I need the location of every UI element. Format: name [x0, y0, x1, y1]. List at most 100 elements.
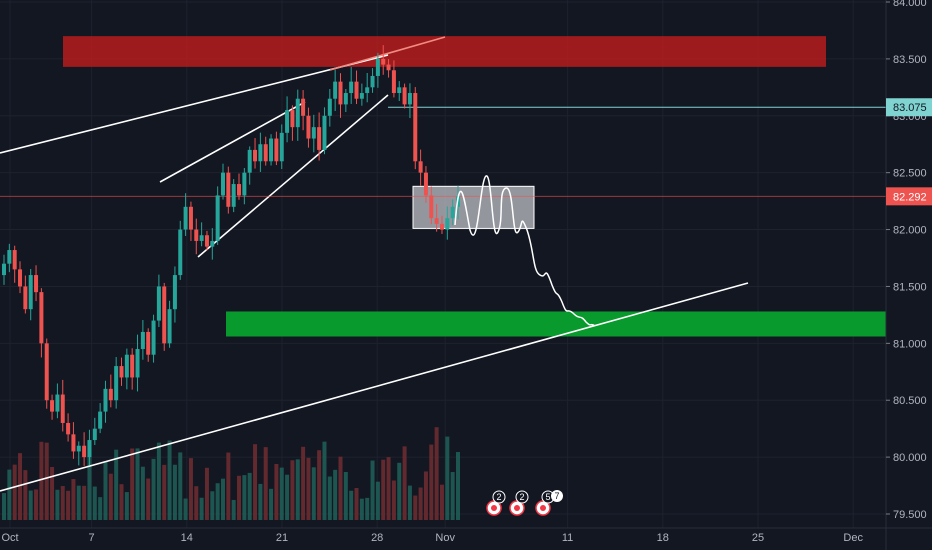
- volume-bar: [274, 463, 279, 520]
- resistance-zone[interactable]: [63, 36, 826, 67]
- event-badge[interactable]: 5: [535, 490, 555, 516]
- candle-body: [306, 115, 311, 139]
- volume-bar: [140, 466, 145, 520]
- volume-bar: [55, 489, 60, 520]
- candle-body: [162, 286, 167, 344]
- volume-bar: [365, 497, 370, 520]
- volume-bar: [456, 452, 460, 520]
- volume-bar: [204, 467, 209, 520]
- event-count-circle: [515, 490, 529, 504]
- volume-bar: [167, 440, 172, 520]
- lower-trend-line[interactable]: [0, 282, 749, 492]
- volume-bar: [311, 467, 316, 520]
- projected-path[interactable]: [454, 175, 596, 327]
- volume-bar: [407, 485, 412, 520]
- volume-bar: [34, 489, 39, 520]
- volume-bar: [290, 460, 295, 520]
- volume-bar: [375, 481, 380, 520]
- candle-body: [23, 286, 28, 310]
- candle-body: [242, 172, 247, 196]
- volume-bar: [253, 444, 258, 520]
- volume-bar: [183, 498, 188, 520]
- volume-bar: [124, 492, 129, 520]
- volume-bar: [418, 487, 423, 520]
- volume-bar: [391, 480, 396, 520]
- candle-body: [295, 98, 300, 128]
- volume-bar: [199, 497, 204, 520]
- price-tick-label: 81.500: [893, 281, 927, 293]
- volume-bar: [50, 466, 55, 520]
- candle-body: [92, 428, 97, 441]
- event-count-circle: [492, 490, 506, 504]
- candle-body: [439, 223, 444, 230]
- price-axis[interactable]: 84.00083.50083.00082.50082.00081.50081.0…: [885, 0, 932, 550]
- candle-body: [290, 110, 295, 128]
- volume-bar: [413, 495, 418, 520]
- volume-bar: [135, 448, 140, 520]
- candle-body: [108, 388, 113, 401]
- candle-body: [247, 149, 252, 173]
- price-markers: 83.075 82.292: [886, 98, 932, 206]
- time-tick-label: 18: [657, 532, 669, 544]
- resistance-trend-line[interactable]: [329, 36, 446, 71]
- candle-body: [418, 161, 423, 173]
- event-count: 2: [519, 492, 524, 502]
- candle-body: [135, 349, 140, 378]
- candle-body: [343, 93, 348, 105]
- volume-bar: [269, 488, 274, 520]
- candle-body: [44, 343, 49, 401]
- volume-bar: [76, 485, 81, 520]
- candle-body: [71, 434, 76, 452]
- time-axis[interactable]: Oct 7 14 21 28 Nov 11 18 25 Dec: [0, 527, 932, 544]
- volume-bar: [402, 446, 407, 520]
- volume-bar: [7, 469, 12, 520]
- candle-body: [60, 394, 65, 423]
- support-zone[interactable]: [226, 311, 886, 337]
- event-icon-dot: [514, 505, 520, 511]
- volume-bar: [44, 442, 49, 520]
- volume-bar: [434, 427, 439, 520]
- time-tick-label: Dec: [843, 532, 863, 544]
- candle-body: [183, 206, 188, 230]
- candle-body: [402, 87, 407, 105]
- event-icon-dot: [540, 505, 546, 511]
- event-count: 7: [554, 491, 559, 501]
- candle-body: [317, 127, 322, 150]
- candle-body: [98, 411, 103, 429]
- price-tick-label: 80.000: [893, 452, 927, 464]
- upper-trend-line[interactable]: [0, 54, 389, 154]
- volume-bar: [28, 490, 33, 520]
- volume-bar: [306, 457, 311, 520]
- candle-body: [204, 235, 209, 247]
- candle-body: [156, 286, 161, 321]
- volume-bars: [2, 427, 460, 520]
- volume-bar: [172, 464, 177, 520]
- candle-body: [18, 269, 23, 287]
- volume-bar: [370, 460, 375, 520]
- candle-body: [407, 93, 412, 105]
- volume-bar: [151, 458, 156, 520]
- volume-bar: [322, 441, 327, 520]
- candle-body: [210, 240, 215, 247]
- candle-body: [237, 184, 242, 196]
- candle-body: [450, 206, 455, 219]
- candle-body: [82, 445, 87, 458]
- candle-body: [359, 93, 364, 99]
- channel-lower-line[interactable]: [197, 94, 389, 258]
- event-badge[interactable]: 2: [486, 490, 506, 516]
- event-badge[interactable]: 7: [551, 490, 563, 502]
- volume-bar: [66, 490, 71, 520]
- volume-bar: [397, 462, 402, 520]
- candle-body: [66, 422, 71, 435]
- volume-bar: [445, 436, 450, 520]
- candle-body: [327, 98, 332, 116]
- candle-body: [76, 445, 81, 452]
- time-tick-label: 25: [752, 532, 764, 544]
- price-tick-label: 79.500: [893, 509, 927, 521]
- channel-upper-line[interactable]: [159, 101, 306, 183]
- candle-body: [215, 195, 220, 241]
- event-icon-dot: [491, 505, 497, 511]
- event-badge[interactable]: 2: [509, 490, 529, 516]
- price-tick-label: 82.000: [893, 225, 927, 237]
